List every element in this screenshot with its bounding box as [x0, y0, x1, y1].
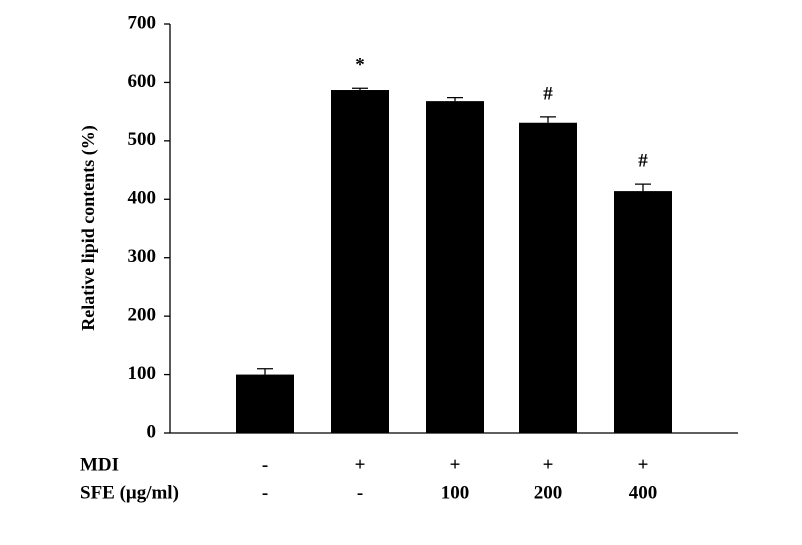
error-bar [635, 183, 651, 192]
x-tick-label: 200 [534, 482, 563, 503]
x-tick-label: + [543, 454, 554, 475]
y-tick-label: 0 [147, 421, 157, 442]
y-axis-label: Relative lipid contents (%) [78, 125, 99, 330]
x-tick-label: 400 [629, 482, 658, 503]
y-tick-label: 600 [128, 71, 157, 92]
x-tick-label: - [357, 482, 363, 503]
annotation: # [638, 150, 648, 171]
x-tick-label: - [262, 454, 268, 475]
bar [519, 122, 577, 433]
bar [426, 101, 484, 433]
bar [236, 374, 294, 433]
error-bar [447, 96, 463, 102]
x-tick-label: 100 [441, 482, 470, 503]
annotation: # [543, 83, 553, 104]
x-tick-label: + [355, 454, 366, 475]
y-tick-label: 700 [128, 12, 157, 33]
bar [331, 90, 389, 433]
error-bar [352, 87, 368, 91]
error-bar [257, 368, 273, 375]
x-tick-label: + [638, 454, 649, 475]
y-tick-label: 500 [128, 129, 157, 150]
y-tick-label: 200 [128, 305, 157, 326]
x-row-label: MDI [80, 454, 119, 475]
annotation: * [355, 55, 365, 76]
bar [614, 191, 672, 433]
y-tick-label: 400 [128, 188, 157, 209]
error-bar [540, 116, 556, 123]
x-tick-label: - [262, 482, 268, 503]
y-tick-label: 300 [128, 246, 157, 267]
y-tick-label: 100 [128, 363, 157, 384]
x-row-label: SFE (μg/ml) [80, 482, 179, 503]
x-tick-label: + [450, 454, 461, 475]
